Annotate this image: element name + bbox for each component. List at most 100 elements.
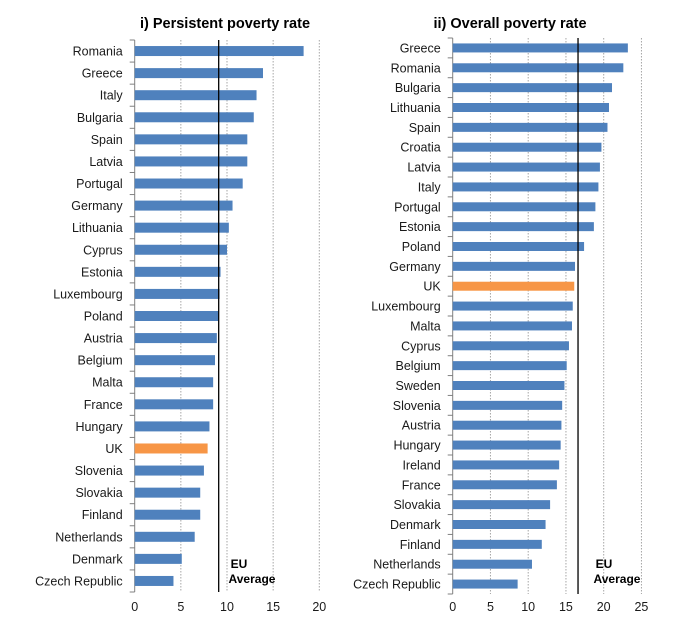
bar-italy bbox=[452, 182, 599, 192]
category-label: Bulgaria bbox=[395, 81, 441, 95]
bar-estonia bbox=[452, 222, 594, 232]
category-label: Lithuania bbox=[72, 221, 123, 235]
bar-slovenia bbox=[134, 465, 204, 476]
category-label: Poland bbox=[84, 310, 123, 324]
category-label: Belgium bbox=[78, 354, 123, 368]
x-tick-label: 10 bbox=[220, 600, 234, 614]
category-label: Poland bbox=[402, 240, 441, 254]
bar-france bbox=[134, 399, 214, 410]
category-label: Romania bbox=[73, 45, 123, 59]
category-label: Hungary bbox=[393, 439, 441, 453]
bar-denmark bbox=[134, 553, 182, 564]
category-label: Cyprus bbox=[83, 243, 123, 257]
chart-1: i) Persistent poverty rate 0 5 10 15 20 Romani… bbox=[35, 16, 326, 614]
eu-average-label: EU bbox=[231, 557, 248, 571]
bar-ireland bbox=[452, 460, 560, 470]
category-label: Greece bbox=[400, 41, 441, 55]
category-label: Austria bbox=[84, 332, 123, 346]
category-label: Romania bbox=[391, 61, 441, 75]
category-label: Slovakia bbox=[393, 498, 440, 512]
bar-lithuania bbox=[134, 222, 229, 233]
category-label: Netherlands bbox=[55, 530, 122, 544]
bar-finland bbox=[134, 509, 201, 520]
bar-germany bbox=[452, 261, 576, 271]
category-label: Slovenia bbox=[393, 399, 441, 413]
category-label: UK bbox=[423, 280, 441, 294]
category-label: Belgium bbox=[396, 359, 441, 373]
category-label: Cyprus bbox=[401, 339, 441, 353]
category-label: Greece bbox=[82, 67, 123, 81]
bar-belgium bbox=[134, 355, 216, 366]
bar-austria bbox=[452, 420, 562, 430]
category-label: Latvia bbox=[407, 161, 440, 175]
bar-malta bbox=[134, 377, 214, 388]
category-label: France bbox=[84, 398, 123, 412]
category-label: Czech Republic bbox=[35, 574, 123, 588]
chart-title: i) Persistent poverty rate bbox=[140, 16, 310, 32]
bar-lithuania bbox=[452, 103, 609, 112]
bar-latvia bbox=[452, 162, 600, 172]
category-label: Germany bbox=[71, 199, 123, 213]
category-label: Malta bbox=[410, 319, 441, 333]
x-tick-label: 5 bbox=[177, 600, 184, 614]
category-label: Slovenia bbox=[75, 464, 123, 478]
category-label: Luxembourg bbox=[371, 300, 441, 314]
category-label: Ireland bbox=[402, 458, 440, 472]
x-tick-label: 15 bbox=[559, 600, 573, 614]
category-label: Denmark bbox=[390, 518, 441, 532]
category-label: Slovakia bbox=[75, 486, 122, 500]
bar-slovakia bbox=[452, 500, 551, 510]
category-label: Netherlands bbox=[373, 558, 440, 572]
x-tick-label: 0 bbox=[449, 600, 456, 614]
bar-luxembourg bbox=[134, 288, 220, 299]
category-label: Czech Republic bbox=[353, 578, 441, 592]
bar-slovenia bbox=[452, 400, 563, 410]
category-label: Croatia bbox=[400, 141, 440, 155]
category-label: Spain bbox=[409, 121, 441, 135]
x-tick-label: 10 bbox=[521, 600, 535, 614]
category-label: Estonia bbox=[399, 220, 441, 234]
bar-sweden bbox=[452, 381, 565, 390]
category-label: Italy bbox=[100, 89, 124, 103]
category-label: Portugal bbox=[76, 177, 123, 191]
category-label: Germany bbox=[389, 260, 441, 274]
category-label: Malta bbox=[92, 376, 123, 390]
bar-austria bbox=[134, 333, 217, 344]
bar-latvia bbox=[134, 156, 248, 167]
bar-greece bbox=[134, 68, 263, 79]
eu-average-label: Average bbox=[229, 572, 276, 586]
bar-estonia bbox=[134, 266, 221, 277]
category-label: Denmark bbox=[72, 552, 123, 566]
x-tick-label: 15 bbox=[266, 600, 280, 614]
category-label: Finland bbox=[400, 538, 441, 552]
bar-hungary bbox=[452, 440, 561, 450]
x-tick-label: 5 bbox=[487, 600, 494, 614]
bar-germany bbox=[134, 200, 233, 211]
chart-title: ii) Overall poverty rate bbox=[433, 16, 586, 32]
category-label: Portugal bbox=[394, 200, 441, 214]
bar-uk bbox=[452, 281, 575, 291]
bar-belgium bbox=[452, 361, 567, 371]
x-tick-label: 25 bbox=[634, 600, 648, 614]
category-label: UK bbox=[105, 442, 123, 456]
x-tick-label: 0 bbox=[131, 600, 138, 614]
category-label: Lithuania bbox=[390, 101, 441, 115]
category-label: Austria bbox=[402, 419, 441, 433]
bar-spain bbox=[134, 134, 248, 145]
bar-greece bbox=[452, 43, 628, 53]
category-label: Finland bbox=[82, 508, 123, 522]
bar-bulgaria bbox=[452, 83, 613, 93]
category-label: France bbox=[402, 478, 441, 492]
category-label: Luxembourg bbox=[53, 287, 123, 301]
bar-czech-republic bbox=[134, 575, 174, 586]
bar-denmark bbox=[452, 520, 546, 529]
x-tick-label: 20 bbox=[597, 600, 611, 614]
category-label: Latvia bbox=[89, 155, 122, 169]
bar-czech-republic bbox=[452, 579, 518, 589]
bar-croatia bbox=[452, 142, 602, 152]
category-label: Italy bbox=[418, 180, 442, 194]
bar-spain bbox=[452, 122, 608, 132]
bar-france bbox=[452, 480, 557, 490]
category-label: Spain bbox=[91, 133, 123, 147]
